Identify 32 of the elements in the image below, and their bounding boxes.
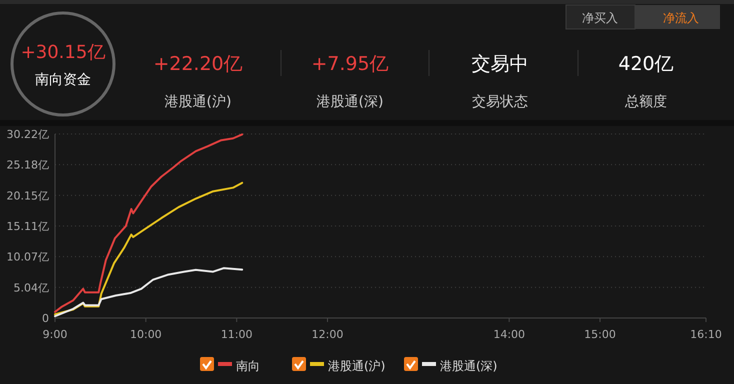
text: 420亿 [618, 53, 674, 75]
text: +30.15亿 [20, 42, 106, 63]
line-series [54, 182, 244, 316]
x-tick-label: 10:00 [130, 328, 162, 341]
text: +22.20亿 [153, 53, 243, 75]
text: 南向资金 [35, 72, 91, 88]
legend-label: 港股通(深) [440, 359, 498, 373]
x-tick-label: 9:00 [42, 328, 68, 341]
y-tick-label: 25.18亿 [6, 158, 49, 172]
text: +7.95亿 [311, 53, 389, 75]
text: 交易状态 [472, 94, 528, 110]
text: 总额度 [624, 94, 667, 110]
y-tick-label: 15.11亿 [6, 220, 49, 233]
x-tick-label: 14:00 [493, 328, 526, 341]
text: 交易中 [472, 53, 528, 75]
text: 港股通(沪) [164, 94, 232, 110]
text: 港股通(深) [316, 94, 384, 110]
y-tick-label: 30.22亿 [6, 128, 49, 141]
x-tick-label: 16:10 [690, 328, 722, 341]
y-tick-label: 5.04亿 [14, 281, 49, 294]
y-tick-label: 20.15亿 [6, 189, 49, 202]
legend-label: 南向 [236, 359, 260, 373]
line-series [54, 267, 244, 318]
text: 净买入 [582, 11, 618, 25]
text: 净流入 [663, 11, 699, 25]
x-tick-label: 15:00 [584, 328, 616, 341]
line-series [54, 133, 244, 313]
legend-label: 港股通(沪) [328, 359, 386, 373]
y-tick-label: 0 [42, 312, 49, 325]
y-tick-label: 10.07亿 [6, 250, 49, 264]
x-tick-label: 11:00 [220, 328, 253, 341]
x-tick-label: 12:00 [312, 328, 344, 341]
